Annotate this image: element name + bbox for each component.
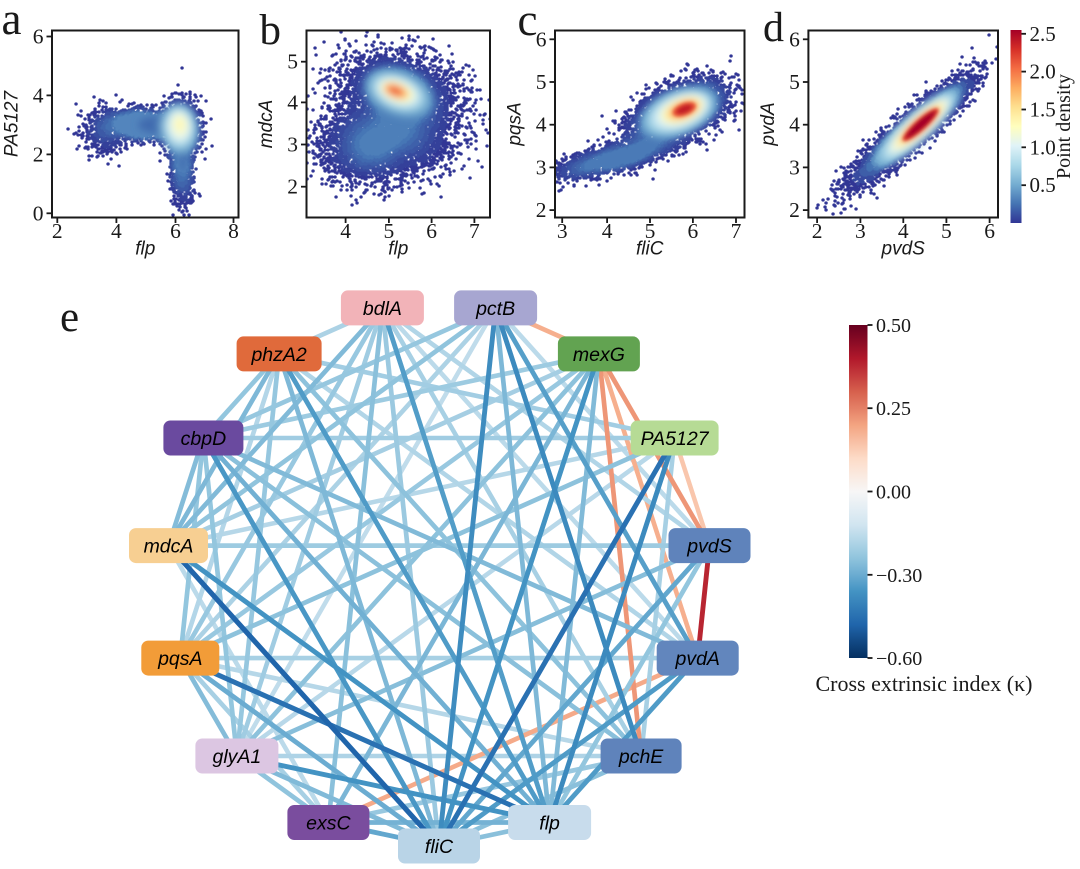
svg-text:exsC: exsC — [306, 813, 351, 835]
svg-text:6: 6 — [33, 25, 44, 49]
svg-text:5: 5 — [941, 219, 952, 243]
svg-text:c: c — [518, 0, 538, 45]
svg-text:2: 2 — [52, 219, 63, 243]
svg-text:glyA1: glyA1 — [213, 746, 262, 768]
svg-text:0.5: 0.5 — [1030, 173, 1056, 197]
svg-text:e: e — [60, 294, 79, 341]
svg-text:−0.30: −0.30 — [876, 565, 922, 587]
svg-text:pvdA: pvdA — [674, 648, 719, 670]
svg-text:pvdS: pvdS — [881, 239, 926, 260]
svg-text:pvdS: pvdS — [686, 536, 731, 558]
svg-text:phzA2: phzA2 — [250, 344, 306, 366]
svg-text:0.00: 0.00 — [876, 482, 911, 504]
svg-text:0.25: 0.25 — [876, 398, 911, 420]
svg-text:5: 5 — [789, 70, 800, 94]
svg-text:6: 6 — [170, 219, 181, 243]
svg-text:5: 5 — [536, 70, 547, 94]
svg-text:PA5127: PA5127 — [641, 428, 710, 450]
svg-text:pqsA: pqsA — [157, 648, 202, 670]
svg-text:mdcA: mdcA — [144, 536, 194, 558]
svg-text:1.0: 1.0 — [1030, 135, 1056, 159]
svg-text:0.50: 0.50 — [876, 315, 911, 337]
svg-text:4: 4 — [33, 83, 44, 107]
svg-text:pctB: pctB — [475, 298, 515, 320]
svg-text:3: 3 — [536, 155, 547, 179]
svg-text:bdlA: bdlA — [363, 298, 402, 320]
svg-text:8: 8 — [228, 219, 239, 243]
svg-text:flp: flp — [539, 813, 560, 835]
svg-text:PA5127: PA5127 — [2, 89, 23, 157]
svg-text:3: 3 — [287, 133, 298, 157]
svg-text:2.0: 2.0 — [1030, 60, 1056, 84]
svg-text:6: 6 — [984, 219, 995, 243]
svg-text:6: 6 — [688, 219, 699, 243]
svg-text:a: a — [2, 0, 22, 44]
svg-text:6: 6 — [789, 27, 800, 51]
svg-text:4: 4 — [536, 113, 547, 137]
svg-text:5: 5 — [384, 219, 395, 243]
svg-text:2: 2 — [536, 198, 547, 222]
svg-text:4: 4 — [602, 219, 613, 243]
svg-text:4: 4 — [898, 219, 909, 243]
svg-text:pqsA: pqsA — [505, 102, 526, 146]
svg-text:6: 6 — [426, 219, 437, 243]
svg-text:2: 2 — [33, 142, 44, 166]
svg-text:fliC: fliC — [425, 836, 454, 858]
svg-text:2: 2 — [812, 219, 823, 243]
svg-text:5: 5 — [287, 50, 298, 74]
svg-text:4: 4 — [340, 219, 351, 243]
svg-text:5: 5 — [645, 219, 656, 243]
svg-text:2.5: 2.5 — [1030, 22, 1056, 46]
svg-text:4: 4 — [287, 90, 298, 114]
svg-text:0: 0 — [33, 201, 44, 225]
svg-text:pvdA: pvdA — [758, 102, 779, 146]
svg-text:flp: flp — [388, 239, 408, 260]
svg-text:7: 7 — [469, 219, 480, 243]
svg-text:d: d — [763, 5, 784, 51]
svg-text:cbpD: cbpD — [181, 428, 227, 450]
svg-text:fliC: fliC — [636, 239, 664, 260]
svg-text:pchE: pchE — [618, 746, 664, 768]
svg-text:Point density: Point density — [1053, 74, 1075, 179]
svg-text:4: 4 — [111, 219, 122, 243]
svg-text:1.5: 1.5 — [1030, 98, 1056, 122]
svg-text:mdcA: mdcA — [256, 100, 277, 149]
svg-text:flp: flp — [135, 239, 155, 260]
svg-text:3: 3 — [855, 219, 866, 243]
svg-text:7: 7 — [731, 219, 742, 243]
svg-text:3: 3 — [557, 219, 568, 243]
svg-text:mexG: mexG — [573, 344, 625, 366]
svg-text:Cross extrinsic index (κ): Cross extrinsic index (κ) — [816, 671, 1033, 696]
svg-text:4: 4 — [789, 113, 800, 137]
svg-text:−0.60: −0.60 — [876, 648, 922, 670]
svg-text:3: 3 — [789, 155, 800, 179]
svg-text:b: b — [260, 7, 282, 54]
svg-text:2: 2 — [287, 175, 298, 199]
svg-text:6: 6 — [536, 27, 547, 51]
svg-text:2: 2 — [789, 198, 800, 222]
